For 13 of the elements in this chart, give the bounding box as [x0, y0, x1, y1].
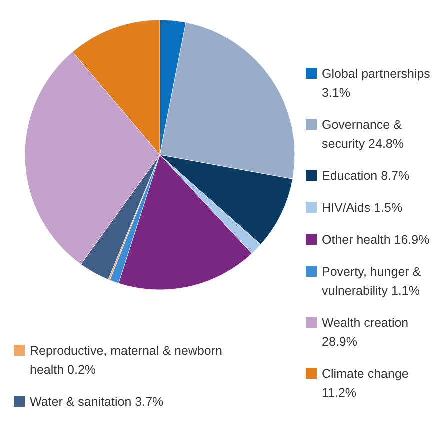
legend-label: Poverty, hunger & vulnerability 1.1%	[322, 265, 422, 298]
legend-label: HIV/Aids 1.5%	[322, 201, 403, 215]
legend-label: Other health 16.9%	[322, 233, 430, 247]
data-label: 11.2%	[322, 386, 357, 400]
legend-label: Global partnerships	[322, 67, 430, 81]
legend-label: Water & sanitation 3.7%	[30, 395, 164, 409]
legend-label: Governance & security 24.8%	[322, 118, 404, 151]
legend-label: Reproductive, maternal & newborn health 0.2%	[30, 344, 223, 377]
legend-label: Climate change	[322, 367, 409, 381]
data-label: 3.1%	[322, 86, 350, 100]
legend-label: Wealth creation	[322, 316, 409, 330]
legend-label: Education 8.7%	[322, 169, 410, 183]
data-label: 28.9%	[322, 335, 358, 349]
